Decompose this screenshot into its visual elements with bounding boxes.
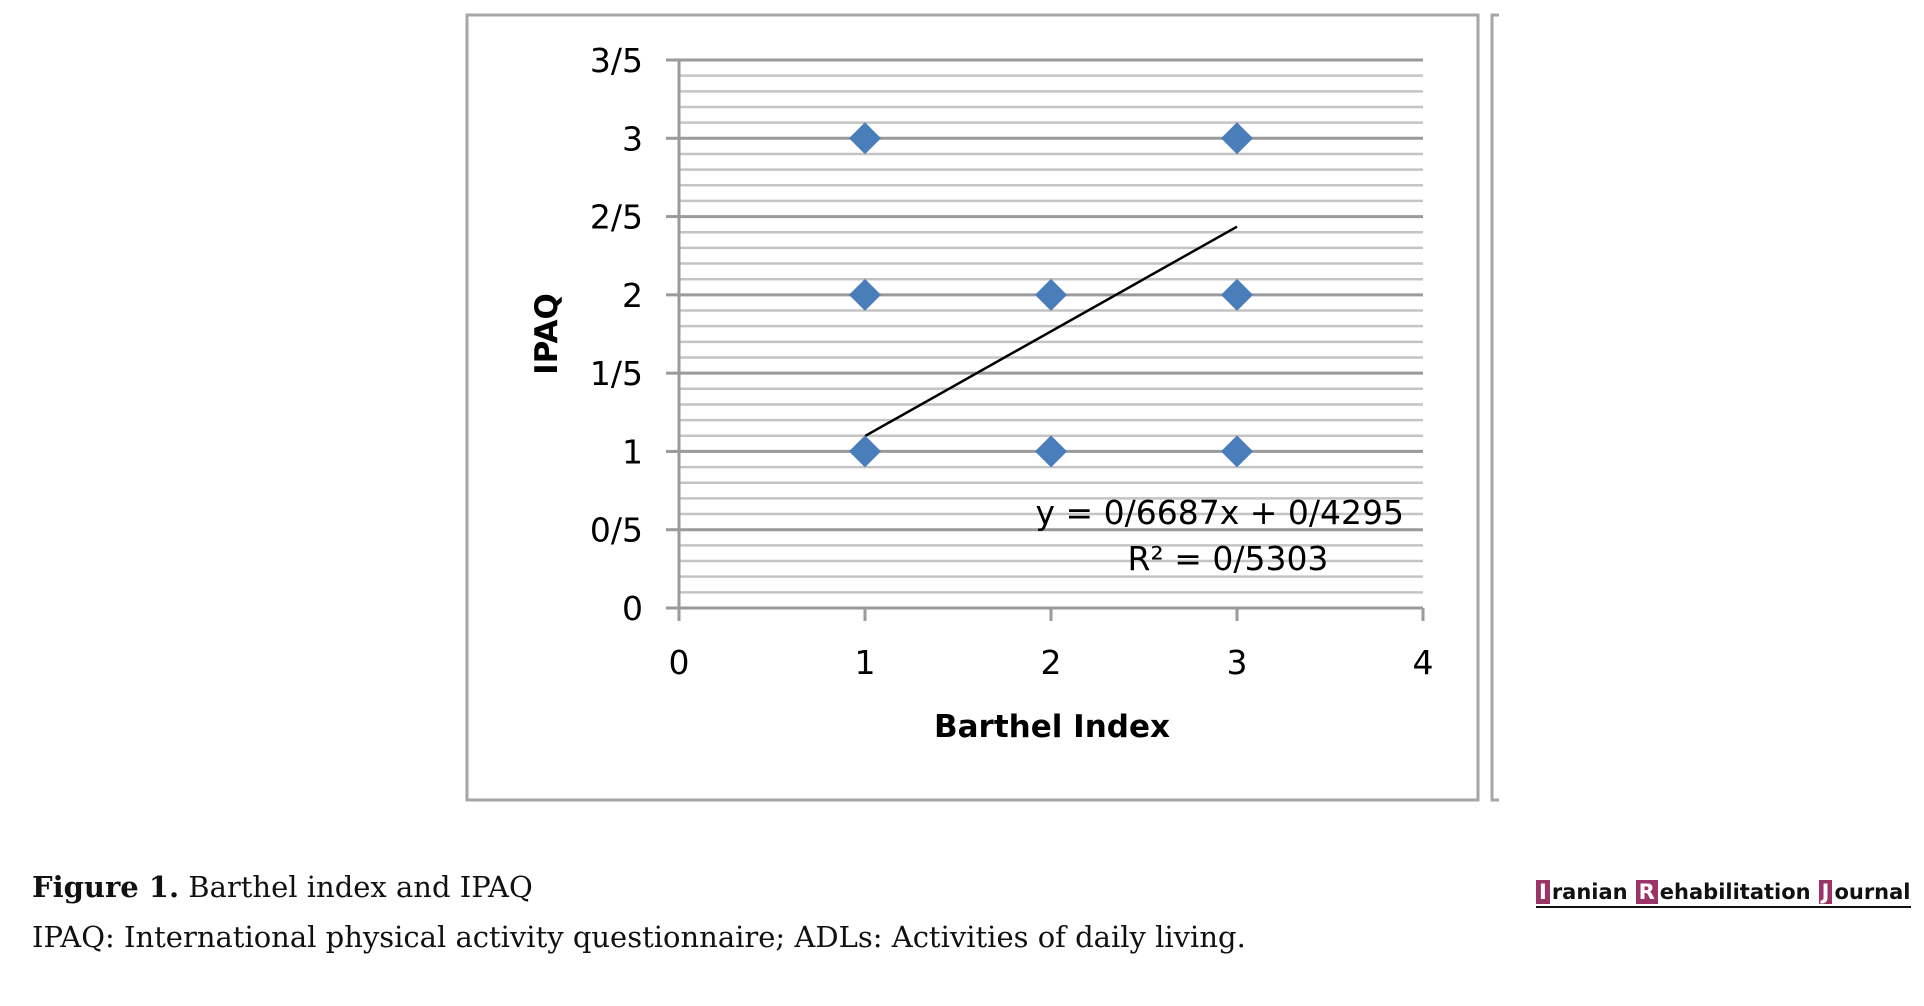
data-point-diamond: [1035, 435, 1067, 468]
axes: [666, 58, 1425, 621]
y-axis-title: IPAQ: [529, 293, 565, 375]
y-tick-label: 3/5: [590, 41, 643, 80]
trendline-equation: y = 0/6687x + 0/4295: [1035, 493, 1404, 532]
tick-labels: 0 0/5 1 1/5 2 2/5 3 3/5 0 1 2 3 4: [590, 41, 1434, 682]
x-tick-label: 1: [855, 643, 876, 682]
logo-word-2: ehabilitation: [1659, 880, 1811, 904]
y-tick-label: 2: [622, 276, 643, 315]
x-tick-label: 0: [669, 643, 690, 682]
data-point-diamond: [849, 278, 881, 311]
logo-word-3: ournal: [1834, 880, 1911, 904]
data-points: [849, 122, 1253, 468]
y-tick-label: 2/5: [590, 198, 643, 237]
adjacent-frame-bracket: [1490, 13, 1499, 802]
chart-frame: [465, 13, 1480, 802]
logo-initial-i: I: [1536, 880, 1550, 904]
data-point-diamond: [849, 435, 881, 468]
scatter-chart: 0 0/5 1 1/5 2 2/5 3 3/5 0 1 2 3 4 y = 0/6687x + 0/42…: [465, 13, 1499, 802]
logo-word-1: ranian: [1551, 880, 1628, 904]
y-tick-label: 0/5: [590, 511, 643, 550]
y-tick-label: 0: [622, 589, 643, 628]
data-point-diamond: [849, 122, 881, 155]
data-point-diamond: [1035, 278, 1067, 311]
figure-title: Barthel index and IPAQ: [179, 870, 533, 904]
x-tick-label: 4: [1413, 643, 1434, 682]
figure-caption: Figure 1. Barthel index and IPAQ: [32, 870, 533, 904]
x-tick-label: 2: [1041, 643, 1062, 682]
data-point-diamond: [1221, 435, 1253, 468]
x-tick-label: 3: [1227, 643, 1248, 682]
y-tick-label: 1/5: [590, 354, 643, 393]
gridlines: [679, 58, 1423, 594]
y-tick-label: 3: [622, 119, 643, 158]
data-point-diamond: [1221, 122, 1253, 155]
trendline-layer: [864, 225, 1238, 438]
figure-label: Figure 1.: [32, 870, 180, 904]
trendline: [864, 225, 1238, 438]
logo-initial-j: J: [1818, 880, 1833, 904]
logo-initial-r: R: [1635, 880, 1658, 904]
data-point-diamond: [1221, 278, 1253, 311]
figure-note: IPAQ: International physical activity qu…: [32, 920, 1246, 954]
trendline-r-squared: R² = 0/5303: [1128, 539, 1329, 578]
y-tick-label: 1: [622, 432, 643, 471]
x-axis-title: Barthel Index: [934, 709, 1170, 745]
